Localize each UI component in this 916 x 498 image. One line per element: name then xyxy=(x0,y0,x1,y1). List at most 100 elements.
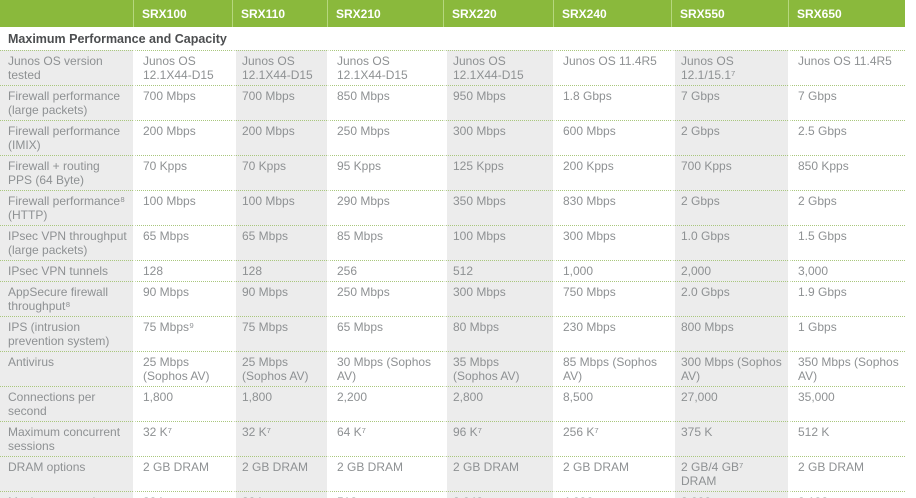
spec-cell: 2 Gbps xyxy=(671,120,788,155)
row-label: Firewall performance⁸ (HTTP) xyxy=(0,190,133,225)
spec-cell: 300 Mbps xyxy=(443,120,553,155)
spec-cell: 2,200 xyxy=(327,386,443,421)
table-row: Firewall + routing PPS (64 Byte) 70 Kpps 7… xyxy=(0,155,905,190)
spec-cell: 2 GB DRAM xyxy=(133,456,232,491)
table-row: Firewall performance⁸ (HTTP) 100 Mbps 100 … xyxy=(0,190,905,225)
column-header-srx240: SRX240 xyxy=(553,0,671,27)
spec-cell: 30 Mbps (Sophos AV) xyxy=(327,351,443,386)
spec-cell: 80 Mbps xyxy=(443,316,553,351)
spec-cell: 70 Kpps xyxy=(232,155,327,190)
spec-cell: 512 xyxy=(443,260,553,281)
spec-cell: 4,096 xyxy=(553,491,671,498)
row-label: Maximum concurrent sessions xyxy=(0,421,133,456)
row-label: IPsec VPN throughput (large packets) xyxy=(0,225,133,260)
spec-cell: 600 Mbps xyxy=(553,120,671,155)
table-row: Connections per second 1,800 1,800 2,200 2,8… xyxy=(0,386,905,421)
spec-cell: 2 GB DRAM xyxy=(788,456,905,491)
spec-cell: 350 Mbps xyxy=(443,190,553,225)
spec-cell: 230 Mbps xyxy=(553,316,671,351)
spec-cell: 512 xyxy=(327,491,443,498)
spec-cell: 700 Mbps xyxy=(232,85,327,120)
spec-cell: Junos OS 12.1X44-D15 xyxy=(232,50,327,85)
spec-cell: 250 Mbps xyxy=(327,120,443,155)
spec-cell: 128 xyxy=(133,260,232,281)
spec-cell: 2,800 xyxy=(443,386,553,421)
row-label: DRAM options xyxy=(0,456,133,491)
spec-cell: 85 Mbps xyxy=(327,225,443,260)
row-label: Maximum security policies xyxy=(0,491,133,498)
spec-cell: 7 Gbps xyxy=(671,85,788,120)
row-label: Firewall performance (IMIX) xyxy=(0,120,133,155)
column-header-srx210: SRX210 xyxy=(327,0,443,27)
row-label: AppSecure firewall throughput⁸ xyxy=(0,281,133,316)
spec-cell: 2 GB DRAM xyxy=(553,456,671,491)
spec-cell: 2 GB/4 GB⁷ DRAM xyxy=(671,456,788,491)
spec-cell: 384 xyxy=(133,491,232,498)
corner-header xyxy=(0,0,133,27)
spec-cell: 25 Mbps (Sophos AV) xyxy=(133,351,232,386)
row-label: Junos OS version tested xyxy=(0,50,133,85)
spec-cell: 1,000 xyxy=(553,260,671,281)
row-label: Antivirus xyxy=(0,351,133,386)
spec-cell: 200 Mbps xyxy=(133,120,232,155)
spec-cell: 256 xyxy=(327,260,443,281)
spec-cell: 27,000 xyxy=(671,386,788,421)
table-row: Maximum security policies3843845122,0484… xyxy=(0,491,905,498)
table-row: IPS (intrusion prevention system) 75 Mbps… xyxy=(0,316,905,351)
table-header: SRX100 SRX110 SRX210 SRX220 SRX240 SRX55… xyxy=(0,0,905,27)
table-row: IPsec VPN throughput (large packets) 65 M… xyxy=(0,225,905,260)
spec-cell: 2.0 Gbps xyxy=(671,281,788,316)
spec-cell: 700 Mbps xyxy=(133,85,232,120)
spec-cell: 100 Mbps xyxy=(443,225,553,260)
spec-cell: 256 K⁷ xyxy=(553,421,671,456)
spec-cell: 65 Mbps xyxy=(133,225,232,260)
spec-cell: Junos OS 11.4R5 xyxy=(553,50,671,85)
row-label: Firewall + routing PPS (64 Byte) xyxy=(0,155,133,190)
spec-cell: Junos OS 11.4R5 xyxy=(788,50,905,85)
row-label: IPS (intrusion prevention system) xyxy=(0,316,133,351)
spec-cell: 35,000 xyxy=(788,386,905,421)
section-title: Maximum Performance and Capacity xyxy=(0,27,905,50)
spec-cell: 1 Gbps xyxy=(788,316,905,351)
column-header-srx110: SRX110 xyxy=(232,0,327,27)
column-header-srx550: SRX550 xyxy=(671,0,788,27)
spec-cell: 384 xyxy=(232,491,327,498)
table-row: AppSecure firewall throughput⁸ 90 Mbps 90 … xyxy=(0,281,905,316)
spec-cell: 7 Gbps xyxy=(788,85,905,120)
table-row: DRAM options 2 GB DRAM 2 GB DRAM 2 GB DRAM 2… xyxy=(0,456,905,491)
spec-cell: 1,800 xyxy=(232,386,327,421)
spec-cell: 700 Kpps xyxy=(671,155,788,190)
spec-cell: 75 Mbps⁹ xyxy=(133,316,232,351)
spec-cell: 32 K⁷ xyxy=(232,421,327,456)
spec-cell: 95 Kpps xyxy=(327,155,443,190)
spec-cell: 1.0 Gbps xyxy=(671,225,788,260)
spec-cell: Junos OS 12.1X44-D15 xyxy=(327,50,443,85)
spec-cell: 350 Mbps (Sophos AV) xyxy=(788,351,905,386)
spec-cell: 3,000 xyxy=(788,260,905,281)
spec-cell: 250 Mbps xyxy=(327,281,443,316)
table-row: Maximum concurrent sessions 32 K⁷ 32 K⁷ 64 … xyxy=(0,421,905,456)
spec-cell: 2 GB DRAM xyxy=(327,456,443,491)
row-label: Firewall performance (large packets) xyxy=(0,85,133,120)
spec-cell: 512 K xyxy=(788,421,905,456)
spec-cell: 300 Mbps xyxy=(443,281,553,316)
spec-cell: 35 Mbps (Sophos AV) xyxy=(443,351,553,386)
spec-cell: 2 GB DRAM xyxy=(232,456,327,491)
spec-cell: 85 Mbps (Sophos AV) xyxy=(553,351,671,386)
row-label: Connections per second xyxy=(0,386,133,421)
spec-cell: 300 Mbps xyxy=(553,225,671,260)
spec-cell: 800 Mbps xyxy=(671,316,788,351)
column-header-srx650: SRX650 xyxy=(788,0,905,27)
spec-cell: 2.5 Gbps xyxy=(788,120,905,155)
spec-cell: Junos OS 12.1X44-D15 xyxy=(443,50,553,85)
header-row: SRX100 SRX110 SRX210 SRX220 SRX240 SRX55… xyxy=(0,0,905,27)
spec-cell: 1,800 xyxy=(133,386,232,421)
spec-cell: 128 xyxy=(232,260,327,281)
spec-cell: 830 Mbps xyxy=(553,190,671,225)
spec-cell: 32 K⁷ xyxy=(133,421,232,456)
spec-cell: 25 Mbps (Sophos AV) xyxy=(232,351,327,386)
spec-cell: 90 Mbps xyxy=(133,281,232,316)
spec-cell: 65 Mbps xyxy=(327,316,443,351)
spec-cell: 8,500 xyxy=(553,386,671,421)
